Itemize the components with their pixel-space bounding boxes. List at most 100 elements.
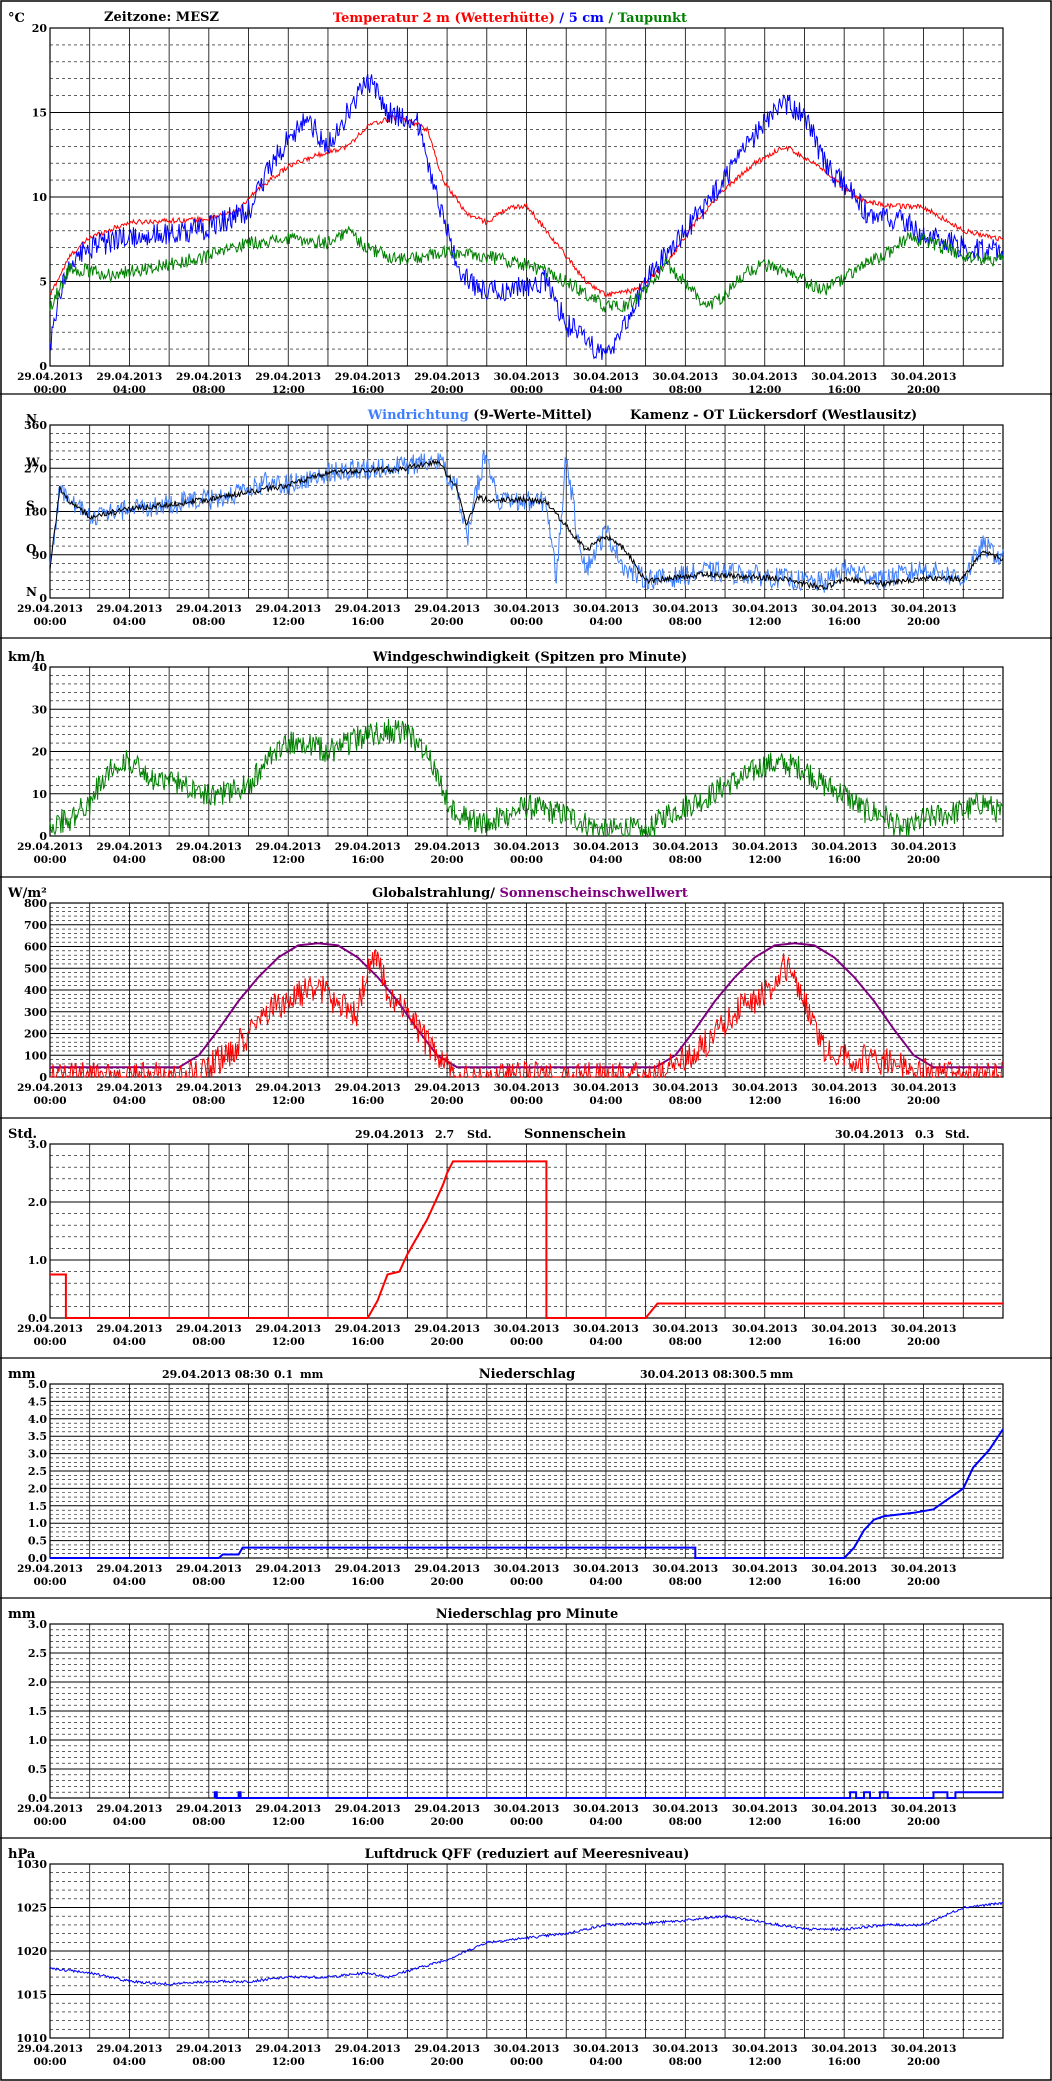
x-tick-time: 00:00 <box>510 854 543 866</box>
x-tick-time: 12:00 <box>272 2056 305 2068</box>
y-tick-label: 40 <box>32 661 48 674</box>
plot-frame <box>49 1383 1004 1559</box>
x-tick-date: 29.04.2013 <box>414 1563 480 1575</box>
chart-title: Niederschlag pro Minute <box>436 1607 619 1622</box>
x-tick-time: 00:00 <box>510 384 543 396</box>
x-tick-time: 00:00 <box>33 1095 66 1107</box>
annotation-date: 29.04.2013 <box>355 1128 424 1141</box>
x-tick-date: 29.04.2013 <box>335 1563 401 1575</box>
chart-title-part: Niederschlag pro Minute <box>436 1607 619 1622</box>
y-tick-label: 0.5 <box>28 1535 47 1548</box>
x-tick-time: 12:00 <box>272 1336 305 1348</box>
x-tick-date: 29.04.2013 <box>176 1323 242 1335</box>
x-tick-time: 20:00 <box>907 2056 940 2068</box>
y-tick-label: 0.0 <box>28 1792 47 1805</box>
x-tick-time: 20:00 <box>431 854 464 866</box>
x-tick-date: 30.04.2013 <box>494 1323 560 1335</box>
x-tick-date: 30.04.2013 <box>573 603 639 615</box>
x-tick-date: 29.04.2013 <box>255 1323 321 1335</box>
x-tick-time: 12:00 <box>272 616 305 628</box>
x-tick-date: 29.04.2013 <box>335 2043 401 2055</box>
x-tick-time: 12:00 <box>748 1576 781 1588</box>
x-tick-date: 29.04.2013 <box>97 371 163 383</box>
x-tick-time: 04:00 <box>589 616 622 628</box>
x-tick-date: 30.04.2013 <box>652 841 718 853</box>
y-tick-label: 10 <box>32 191 48 204</box>
x-tick-time: 12:00 <box>272 1095 305 1107</box>
y-tick-label: 3.0 <box>28 1618 47 1631</box>
x-tick-time: 00:00 <box>510 1336 543 1348</box>
x-tick-time: 00:00 <box>510 1816 543 1828</box>
x-tick-date: 30.04.2013 <box>494 1803 560 1815</box>
x-tick-date: 29.04.2013 <box>255 841 321 853</box>
x-tick-date: 30.04.2013 <box>494 841 560 853</box>
x-tick-time: 08:00 <box>669 2056 702 2068</box>
x-tick-time: 00:00 <box>510 616 543 628</box>
y-tick-label: 90 <box>32 549 48 562</box>
x-tick-time: 00:00 <box>33 2056 66 2068</box>
x-tick-time: 08:00 <box>192 854 225 866</box>
chart-precip_minute: 0.0 0.5 1.0 1.5 2.0 2.5 3.0mm Niederschlag pro … <box>0 1607 1052 1839</box>
x-tick-date: 30.04.2013 <box>652 2043 718 2055</box>
x-tick-time: 20:00 <box>907 384 940 396</box>
y-tick-label: 300 <box>24 1006 47 1019</box>
x-tick-date: 30.04.2013 <box>652 1082 718 1094</box>
x-tick-date: 29.04.2013 <box>335 1323 401 1335</box>
x-tick-time: 08:00 <box>192 384 225 396</box>
x-tick-time: 12:00 <box>272 1576 305 1588</box>
x-tick-time: 16:00 <box>351 1576 384 1588</box>
x-tick-date: 29.04.2013 <box>17 1563 83 1575</box>
series-line-precip_minute-0 <box>213 1791 1003 1799</box>
x-tick-date: 29.04.2013 <box>255 1803 321 1815</box>
chart-temperature: 0 5 10 15 20 °C Temperatur 2 m (Wetterhütte) /… <box>0 11 1052 396</box>
plot-frame <box>49 1863 1004 2039</box>
annotation-unit: mm <box>770 1368 794 1381</box>
x-tick-date: 30.04.2013 <box>891 1563 957 1575</box>
y-tick-label: 3.0 <box>28 1138 47 1151</box>
y-tick-label: 270 <box>24 462 47 475</box>
x-tick-date: 29.04.2013 <box>414 1082 480 1094</box>
x-tick-time: 04:00 <box>113 2056 146 2068</box>
series-line-radiation-1 <box>50 948 1004 1079</box>
x-tick-time: 20:00 <box>431 616 464 628</box>
x-tick-date: 29.04.2013 <box>176 1082 242 1094</box>
x-tick-date: 30.04.2013 <box>573 1082 639 1094</box>
y-unit-label: km/h <box>8 650 46 665</box>
annotation-value: 2.7 <box>435 1128 454 1141</box>
y-tick-label: 400 <box>24 984 47 997</box>
x-tick-date: 30.04.2013 <box>732 1563 798 1575</box>
x-tick-date: 29.04.2013 <box>414 371 480 383</box>
x-tick-date: 30.04.2013 <box>811 1803 877 1815</box>
x-tick-time: 08:00 <box>669 1816 702 1828</box>
chart-title-part: / <box>555 11 569 26</box>
x-tick-date: 29.04.2013 <box>414 841 480 853</box>
x-tick-time: 04:00 <box>113 384 146 396</box>
chart-title-part: Sonnenscheinschwellwert <box>500 886 688 901</box>
y-unit-label: hPa <box>8 1847 36 1862</box>
x-tick-time: 16:00 <box>351 2056 384 2068</box>
x-tick-date: 30.04.2013 <box>891 371 957 383</box>
x-tick-time: 12:00 <box>272 1816 305 1828</box>
x-tick-date: 30.04.2013 <box>494 2043 560 2055</box>
x-tick-time: 20:00 <box>431 1095 464 1107</box>
x-tick-time: 08:00 <box>192 1336 225 1348</box>
x-tick-time: 00:00 <box>33 616 66 628</box>
y-compass-label: N <box>26 585 37 599</box>
series-line-windspeed-0 <box>49 718 1004 838</box>
y-tick-label: 4.5 <box>28 1395 47 1408</box>
x-tick-date: 30.04.2013 <box>811 841 877 853</box>
y-tick-label: 1.5 <box>28 1705 47 1718</box>
x-tick-time: 08:00 <box>192 1816 225 1828</box>
x-tick-date: 30.04.2013 <box>573 1563 639 1575</box>
x-tick-date: 30.04.2013 <box>652 1803 718 1815</box>
y-tick-label: 700 <box>24 919 47 932</box>
x-tick-time: 04:00 <box>113 1336 146 1348</box>
x-tick-time: 12:00 <box>272 384 305 396</box>
x-tick-time: 12:00 <box>748 854 781 866</box>
y-tick-label: 1.5 <box>28 1500 47 1513</box>
x-tick-date: 29.04.2013 <box>255 2043 321 2055</box>
series-line-temperature-1 <box>49 73 1004 361</box>
